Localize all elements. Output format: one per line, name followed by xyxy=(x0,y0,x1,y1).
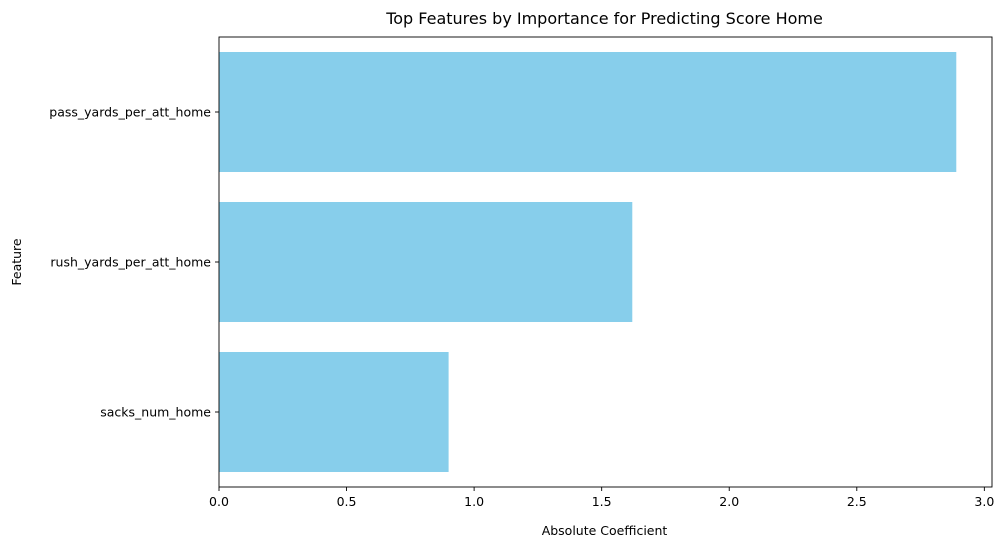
plot-frame xyxy=(218,36,993,488)
x-axis-ticks: 0.0 0.5 1.0 1.5 2.0 2.5 3.0 xyxy=(209,487,994,509)
y-tick-label: pass_yards_per_att_home xyxy=(49,105,211,120)
x-axis-label: Absolute Coefficient xyxy=(542,523,668,538)
y-tick-label: sacks_num_home xyxy=(100,405,211,420)
bar-rush_yards_per_att_home xyxy=(219,202,633,322)
x-tick-label: 0.0 xyxy=(209,494,229,509)
x-tick-label: 2.5 xyxy=(847,494,867,509)
x-tick-label: 1.0 xyxy=(464,494,484,509)
bar-pass_yards_per_att_home xyxy=(219,52,957,172)
bars-group xyxy=(219,52,957,472)
x-tick-label: 2.0 xyxy=(719,494,739,509)
chart-title: Top Features by Importance for Predictin… xyxy=(385,9,823,28)
y-axis-ticks: pass_yards_per_att_home rush_yards_per_at… xyxy=(49,105,219,420)
x-tick-label: 1.5 xyxy=(592,494,612,509)
y-tick-label: rush_yards_per_att_home xyxy=(50,255,211,270)
x-tick-label: 3.0 xyxy=(974,494,994,509)
bar-sacks_num_home xyxy=(219,352,449,472)
x-tick-label: 0.5 xyxy=(337,494,357,509)
y-axis-label: Feature xyxy=(9,238,24,286)
